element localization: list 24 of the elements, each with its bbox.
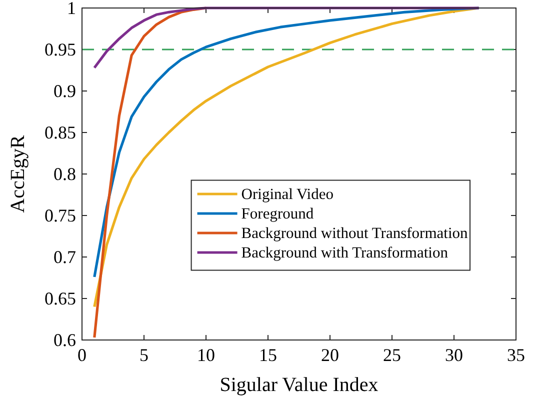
y-axis-title: AccEgyR <box>7 134 29 213</box>
x-tick-label: 25 <box>383 344 401 365</box>
x-axis-title: Sigular Value Index <box>220 374 378 396</box>
line-series <box>93 6 480 70</box>
x-tick-label: 35 <box>507 344 525 365</box>
y-tick-label: 0.95 <box>44 39 76 60</box>
y-tick-label: 1 <box>67 0 76 18</box>
x-tick-label: 20 <box>321 344 339 365</box>
legend-label: Foreground <box>241 206 314 222</box>
y-tick-label: 0.9 <box>54 80 76 101</box>
x-tick-label: 5 <box>140 344 148 365</box>
y-tick-label: 0.8 <box>54 164 76 184</box>
y-tick-label: 0.75 <box>44 205 76 226</box>
legend-label: Background without Transformation <box>241 225 468 242</box>
x-tick-label: 15 <box>259 344 277 365</box>
y-tick-label: 0.85 <box>44 122 76 142</box>
y-tick-label: 0.7 <box>54 246 76 267</box>
x-tick-label: 10 <box>197 344 215 365</box>
x-tick-label: 30 <box>445 344 463 365</box>
legend-label: Original Video <box>241 186 334 203</box>
legend-label: Background with Transformation <box>241 244 448 262</box>
y-tick-label: 0.6 <box>54 330 76 350</box>
y-tick-label: 0.65 <box>44 288 76 308</box>
x-tick-label: 0 <box>78 344 86 365</box>
